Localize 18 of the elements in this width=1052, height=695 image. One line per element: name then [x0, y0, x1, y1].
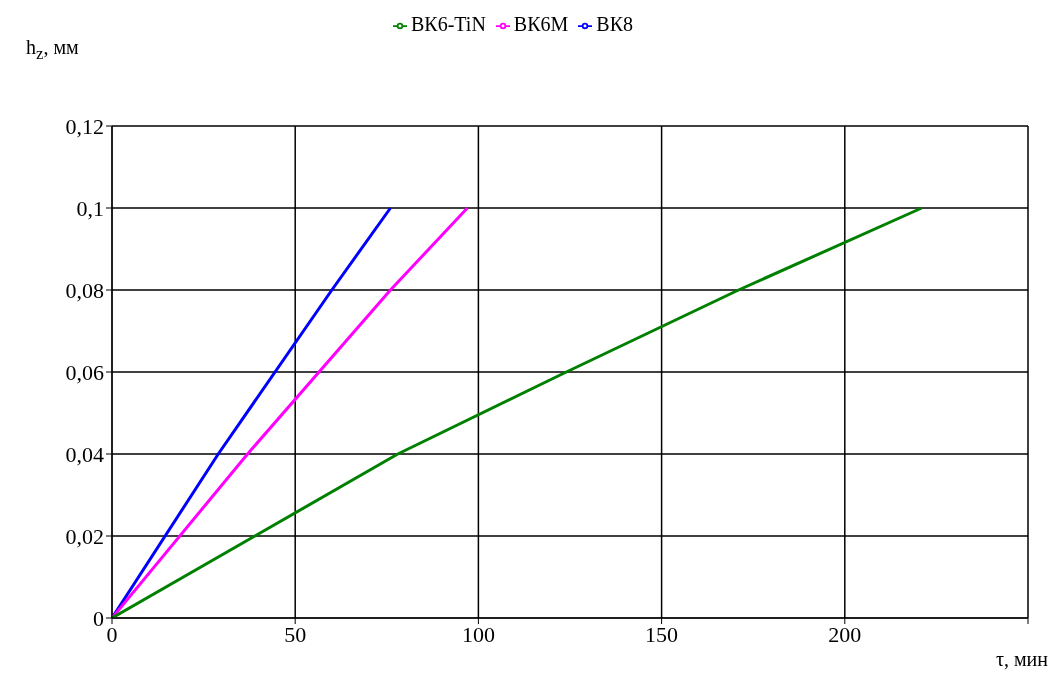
- y-axis-title: h$_{z}$, мм: [26, 36, 79, 64]
- y-tick-label: 0,04: [65, 441, 104, 467]
- y-tick-label: 0,02: [65, 523, 104, 549]
- x-tick-label: 50: [284, 621, 307, 647]
- x-tick-label: 150: [645, 621, 679, 647]
- y-tick-label: 0,1: [76, 195, 104, 221]
- y-tick-label: 0,08: [65, 277, 104, 303]
- y-tick-label: 0,12: [65, 113, 104, 139]
- legend-label: ВК8: [596, 13, 633, 35]
- legend-label: ВК6-TiN: [410, 13, 486, 35]
- line-series: [112, 206, 924, 618]
- y-tick-label: 0,06: [65, 359, 104, 385]
- x-tick-label: 200: [828, 621, 862, 647]
- legend-label: ВК6М: [513, 13, 569, 35]
- x-tick-label: 100: [461, 621, 495, 647]
- line-series: [112, 206, 469, 618]
- y-tick-label: 0: [93, 605, 104, 631]
- x-axis-title: τ, мин: [995, 648, 1048, 671]
